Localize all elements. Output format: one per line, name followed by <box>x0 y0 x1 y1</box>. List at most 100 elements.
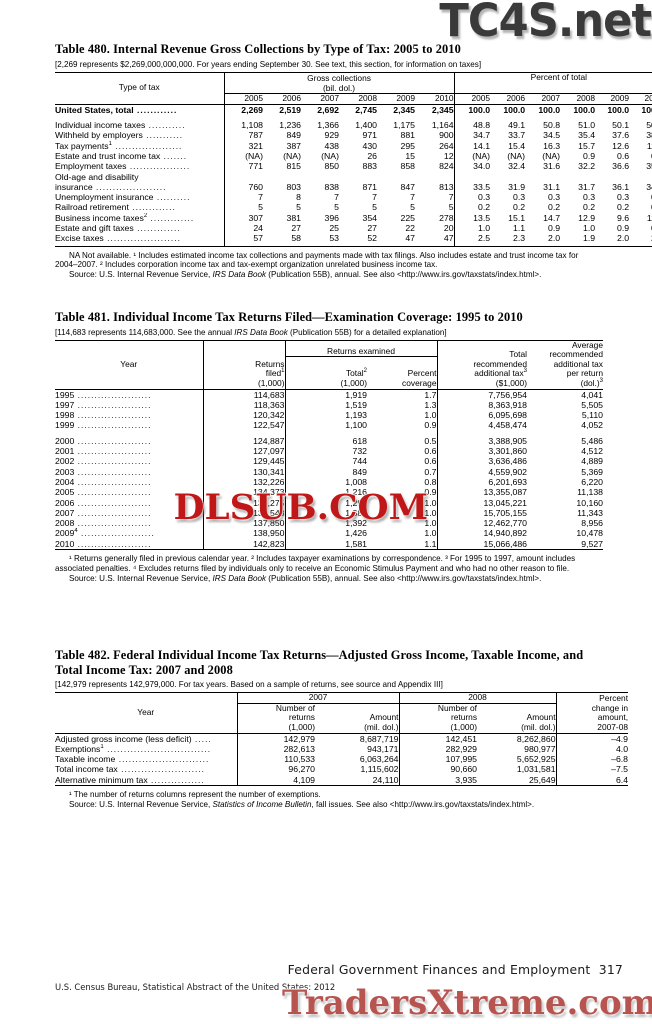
page-footer: Federal Government Finances and Employme… <box>0 962 652 1008</box>
cell-value: 787 <box>223 130 263 141</box>
cell-value: 2.0 <box>548 233 561 244</box>
cell-value: 47 <box>443 233 454 244</box>
cell-value: 50.1 <box>646 120 652 131</box>
table-row: 1998 ...................... 120,342 1,193 1… <box>55 410 603 421</box>
cell-value: 4,889 <box>581 456 603 467</box>
cell-value: 14.7 <box>543 212 561 223</box>
table-481: Year Returns filed1 (1,000) Returns exam… <box>55 340 603 551</box>
table-480-title: Table 480. Internal Revenue Gross Collec… <box>55 42 461 56</box>
cell-value: 0.3 <box>617 192 630 203</box>
table-row: 2007 ...................... 134,543 1,385 1… <box>55 507 603 519</box>
cell-value: 1,175 <box>393 120 415 131</box>
cell-value: 14,940,892 <box>436 528 527 539</box>
row-label: 1999 ...................... <box>55 420 152 431</box>
cell-value: 1,216 <box>284 487 367 498</box>
cell-value: 1.3 <box>424 399 437 410</box>
cell-value: 31.7 <box>578 181 596 192</box>
cell-value: (NA) <box>223 150 263 162</box>
cell-value: 100.0 <box>503 104 526 115</box>
table-481-col-total: Total2 (1,000) <box>284 356 367 390</box>
table-480-block: Table 480. Internal Revenue Gross Collec… <box>55 42 652 280</box>
table-row: 1997 ...................... 118,363 1,519 1… <box>55 399 603 411</box>
cell-value: 0.9 <box>583 150 596 161</box>
cell-value: 295 <box>400 140 416 151</box>
cell-value: 6,095,698 <box>436 410 527 421</box>
row-label: Alternative minimum tax ................ <box>55 774 205 785</box>
cell-value: 849 <box>286 130 302 141</box>
cell-value: (NA) <box>283 150 301 161</box>
cell-value: 1,236 <box>279 120 301 131</box>
cell-value: 32.2 <box>578 161 596 172</box>
row-label: Withheld by employers ........... <box>55 130 184 141</box>
cell-value: 278 <box>439 212 454 223</box>
cell-value: 35.1 <box>646 161 652 172</box>
cell-value: 4.0 <box>555 743 629 755</box>
cell-value: 2,345 <box>393 104 415 115</box>
cell-value: 127,097 <box>202 446 285 457</box>
row-label: 2005 ...................... <box>55 487 152 498</box>
cell-value: 2,519 <box>279 104 301 115</box>
cell-value: 1,108 <box>223 120 263 131</box>
table-481-col-average-recommended: Average recommended additional tax per r… <box>527 340 603 390</box>
cell-value: 33.5 <box>453 181 491 193</box>
row-label: 1995 ...................... <box>55 389 152 400</box>
cell-value: 1.0 <box>424 518 437 529</box>
row-label: Estate and trust income tax ....... <box>55 150 188 161</box>
cell-value: 871 <box>362 181 378 192</box>
cell-value: 12,462,770 <box>436 518 527 529</box>
cell-value: 1,392 <box>284 518 367 529</box>
cell-value: 8,262,860 <box>516 733 556 744</box>
table-480-col-gross-2010: 2010 <box>434 93 454 104</box>
row-label: United States, total ............ <box>55 104 178 115</box>
table-480-col-gross-2009: 2009 <box>396 93 415 104</box>
cell-value: 34.7 <box>646 181 652 192</box>
cell-value: 11,138 <box>577 487 603 498</box>
row-label: Business income taxes2 ............. <box>55 212 195 223</box>
cell-value: 849 <box>284 466 367 477</box>
cell-value: 803 <box>286 181 302 192</box>
cell-value: 0.9 <box>548 223 561 234</box>
cell-value: 49.1 <box>508 120 526 131</box>
cell-value: 0.5 <box>629 151 652 161</box>
cell-value: 1.0 <box>424 410 437 421</box>
table-row: 2001 ...................... 127,097 732 0.6… <box>55 446 603 457</box>
table-480-col-gross-2006: 2006 <box>282 93 301 104</box>
cell-value: 34.7 <box>453 130 491 141</box>
cell-value: 13,045,221 <box>436 497 527 508</box>
cell-value: 858 <box>400 161 416 172</box>
cell-value <box>453 171 491 182</box>
cell-value: 7 <box>223 192 263 203</box>
cell-value: 1.0 <box>583 223 596 234</box>
cell-value: 7 <box>334 192 339 203</box>
cell-value: 7 <box>448 192 454 203</box>
table-480-body: United States, total ............ 2,269 2,… <box>55 104 652 247</box>
cell-value: 34.0 <box>453 161 491 172</box>
cell-value: 980,977 <box>524 743 556 754</box>
cell-value: 4,559,902 <box>436 466 527 477</box>
cell-value: 0.3 <box>583 192 596 203</box>
table-482-headnote: [142,979 represents 142,979,000. For tax… <box>55 680 443 690</box>
row-label: Estate and gift taxes ............. <box>55 223 181 234</box>
table-480-footnote-source: Source: U.S. Internal Revenue Service, I… <box>69 270 542 280</box>
row-label: 2010 ...................... <box>55 538 152 549</box>
cell-value: 1,294 <box>284 497 367 508</box>
cell-value: 25,649 <box>528 774 556 785</box>
cell-value: 10,160 <box>576 497 603 508</box>
table-row: Estate and trust income tax ....... (NA) (… <box>55 150 652 162</box>
table-480-footnotes: NA Not available. ¹ Includes estimated i… <box>55 251 603 280</box>
cell-value: 50.8 <box>543 120 561 131</box>
table-481-body: 1995 ...................... 114,683 1,919 1… <box>55 389 603 551</box>
cell-value: 4,052 <box>581 420 603 431</box>
cell-value <box>263 172 301 182</box>
cell-value: 0.3 <box>513 192 526 203</box>
cell-value: 26 <box>367 150 377 161</box>
cell-value: 1,115,602 <box>360 764 399 775</box>
table-481-footnotes: ¹ Returns generally filed in previous ca… <box>55 554 603 583</box>
cell-value: 387 <box>286 140 302 151</box>
cell-value: 1,100 <box>284 420 367 431</box>
cell-value: 118,363 <box>202 399 285 411</box>
table-482-col-2007-returns: Number of returns (1,000) <box>236 703 315 734</box>
cell-value: 35.4 <box>578 130 596 141</box>
cell-value: 7,756,954 <box>436 389 527 400</box>
cell-value: 0.2 <box>513 202 526 213</box>
